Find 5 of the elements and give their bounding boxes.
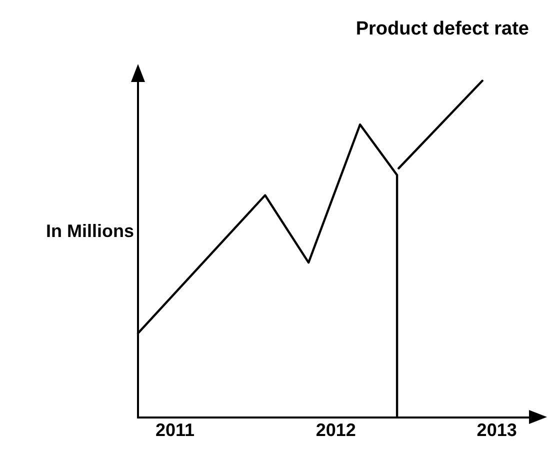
x-tick-label: 2012 — [316, 420, 356, 440]
y-axis-title: In Millions — [46, 221, 134, 242]
x-tick-label: 2013 — [476, 420, 517, 440]
x-tick-label: 2011 — [155, 420, 195, 440]
chart-title: Product defect rate — [356, 18, 529, 40]
